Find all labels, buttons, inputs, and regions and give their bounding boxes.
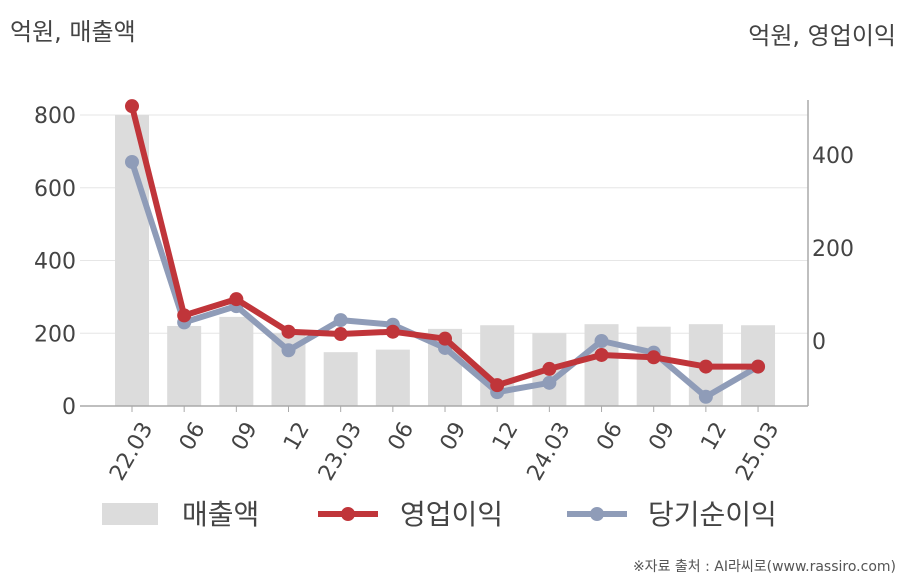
- point-operating-profit: [594, 347, 609, 362]
- legend-label-operating: 영업이익: [400, 498, 503, 531]
- point-operating-profit: [385, 324, 400, 339]
- point-operating-profit: [125, 99, 139, 114]
- right-axis-unit: 억원, 영업이익: [748, 22, 896, 50]
- profit-lines: [125, 99, 766, 404]
- x-tick-label: 12: [697, 418, 733, 455]
- x-tick-label: 06: [175, 418, 211, 455]
- point-net-income: [542, 375, 557, 390]
- left-y-tick-label: 600: [34, 177, 76, 202]
- legend-label-net: 당기순이익: [648, 498, 777, 531]
- point-operating-profit: [281, 324, 296, 339]
- x-tick-label: 09: [227, 418, 263, 455]
- bar-revenue: [219, 316, 254, 406]
- bar-revenue: [167, 325, 202, 406]
- legend-swatch-revenue: [102, 503, 158, 525]
- bar-revenue: [375, 349, 410, 406]
- source-credit: ※자료 출처 : AI라씨로(www.rassiro.com): [632, 559, 896, 575]
- point-net-income: [333, 313, 348, 328]
- axes: [80, 100, 809, 412]
- point-operating-profit: [229, 292, 244, 307]
- x-tick-label: 23.03: [314, 418, 367, 485]
- point-operating-profit: [438, 331, 453, 346]
- point-operating-profit: [698, 359, 713, 374]
- left-y-tick-label: 400: [34, 250, 76, 275]
- right-y-tick-label: 0: [812, 330, 826, 355]
- bar-revenue: [636, 326, 671, 406]
- right-y-tick-label: 200: [812, 237, 854, 262]
- point-operating-profit: [177, 308, 192, 323]
- x-tick-label: 24.03: [523, 418, 576, 485]
- legend: 매출액 영업이익 당기순이익: [102, 498, 777, 531]
- left-y-tick-label: 0: [62, 395, 76, 420]
- legend-marker-net: [590, 507, 604, 521]
- left-axis-unit: 억원, 매출액: [10, 18, 136, 46]
- gridlines: [80, 114, 808, 334]
- x-tick-label: 06: [384, 418, 420, 455]
- left-y-tick-label: 800: [34, 104, 76, 129]
- point-net-income: [594, 334, 609, 348]
- x-tick-label: 12: [279, 418, 315, 455]
- point-operating-profit: [333, 327, 348, 342]
- right-y-tick-label: 400: [812, 144, 854, 169]
- legend-label-revenue: 매출액: [182, 498, 259, 531]
- point-operating-profit: [490, 378, 505, 393]
- point-operating-profit: [542, 361, 557, 376]
- x-tick-label: 25.03: [731, 418, 784, 485]
- point-net-income: [125, 154, 139, 169]
- x-tick-label: 22.03: [105, 418, 158, 485]
- bar-revenue: [323, 352, 358, 406]
- left-y-tick-label: 200: [34, 322, 76, 347]
- x-tick-label: 06: [592, 418, 628, 455]
- x-tick-label: 09: [644, 418, 680, 455]
- x-tick-label: 09: [436, 418, 472, 455]
- point-operating-profit: [646, 350, 661, 365]
- legend-marker-operating: [341, 507, 355, 521]
- point-operating-profit: [751, 359, 766, 374]
- point-net-income: [281, 343, 296, 358]
- x-tick-label: 12: [488, 418, 524, 455]
- point-net-income: [698, 389, 713, 404]
